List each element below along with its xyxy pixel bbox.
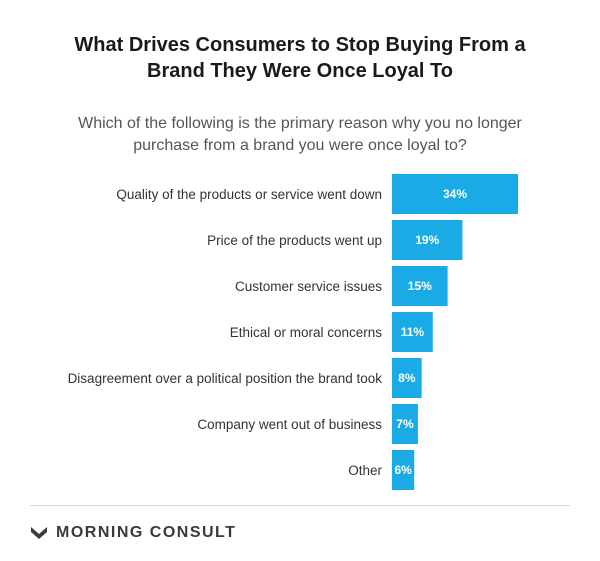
bar-value-label: 6%: [394, 463, 412, 477]
bar: [392, 358, 422, 398]
category-label: Company went out of business: [197, 417, 382, 432]
footer: MORNING CONSULT: [30, 524, 236, 542]
chart-title-line-2: Brand They Were Once Loyal To: [147, 60, 453, 82]
chart-subtitle-line-1: Which of the following is the primary re…: [78, 115, 522, 132]
chart-subtitle: Which of the following is the primary re…: [0, 113, 600, 157]
bar: [392, 174, 518, 214]
chart-subtitle-line-2: purchase from a brand you were once loya…: [133, 137, 467, 154]
bar-chart: Quality of the products or service went …: [68, 174, 518, 490]
category-label: Other: [348, 463, 382, 478]
category-label: Price of the products went up: [207, 233, 382, 248]
category-label: Disagreement over a political position t…: [68, 371, 383, 386]
bar-value-label: 34%: [443, 187, 467, 201]
bar: [392, 450, 415, 490]
category-label: Ethical or moral concerns: [230, 325, 383, 340]
bar: [392, 404, 418, 444]
chart-title-line-1: What Drives Consumers to Stop Buying Fro…: [74, 34, 526, 56]
bar: [392, 266, 448, 306]
bar-value-label: 7%: [396, 417, 414, 431]
category-label: Quality of the products or service went …: [116, 187, 382, 202]
footer-divider: [30, 505, 570, 506]
chart-title: What Drives Consumers to Stop Buying Fro…: [0, 32, 600, 84]
brand-name: MORNING CONSULT: [56, 524, 237, 541]
bar-value-label: 11%: [401, 325, 425, 339]
bar-value-label: 8%: [398, 371, 416, 385]
bar-value-label: 15%: [408, 279, 432, 293]
bar-value-label: 19%: [415, 233, 439, 247]
morning-consult-logo-icon: [31, 527, 47, 539]
bar: [392, 312, 433, 352]
category-label: Customer service issues: [235, 279, 382, 294]
bar: [392, 220, 463, 260]
